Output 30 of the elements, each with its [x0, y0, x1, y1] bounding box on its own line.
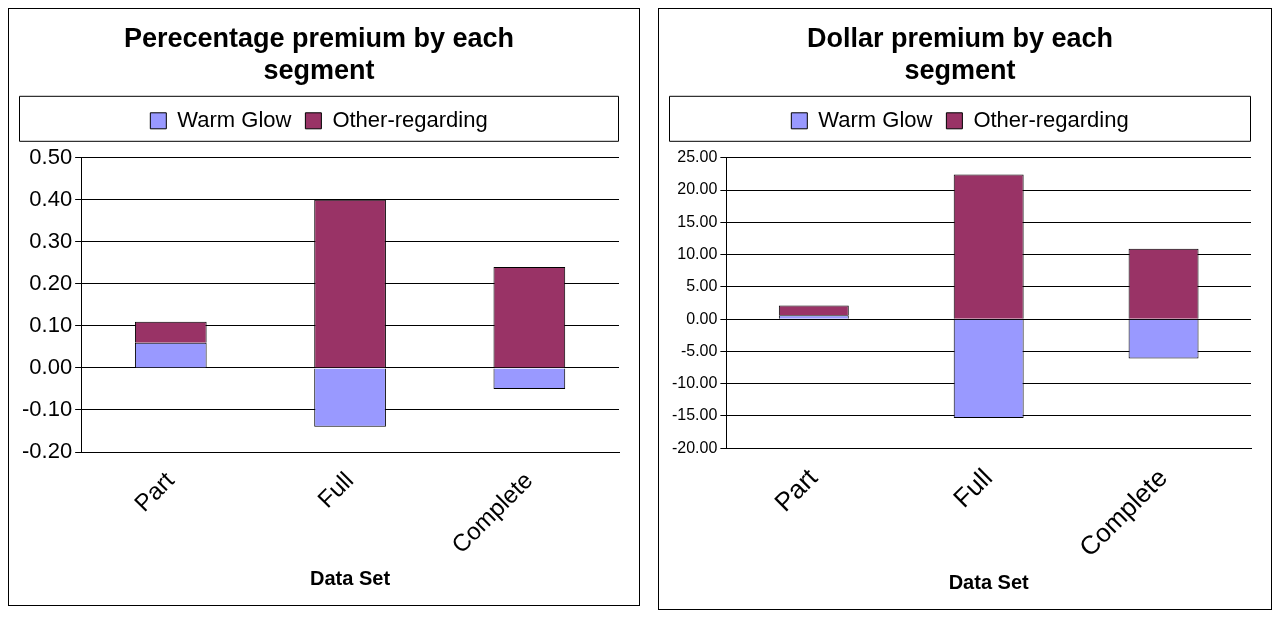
legend-label: Other-regarding [973, 106, 1129, 132]
y-tick-label: 0.00 [29, 354, 73, 380]
y-tick-label: 0.10 [29, 311, 73, 337]
y-tick-label: 0.40 [29, 185, 73, 211]
y-tick-label: 15.00 [677, 212, 718, 230]
x-tick-label: Part [768, 461, 824, 518]
y-tick-label: 0.30 [29, 227, 73, 253]
chart-title: Perecentage premium by each segment [123, 22, 515, 86]
y-tick-label: -15.00 [671, 406, 718, 424]
y-tick-label: 25.00 [677, 148, 718, 166]
y-tick-label: 20.00 [677, 180, 718, 198]
x-tick-label: Full [947, 462, 998, 514]
x-axis-title: Data Set [310, 566, 391, 589]
y-tick-label: 10.00 [677, 245, 718, 263]
y-tick-label: -20.00 [671, 438, 718, 456]
legend-label: Warm Glow [818, 106, 933, 132]
chart-title: Dollar premium by each segment [806, 22, 1114, 86]
y-tick-label: 0.00 [686, 309, 718, 327]
y-tick-label: 0.50 [29, 143, 73, 169]
y-tick-label: -0.10 [21, 396, 73, 422]
x-axis-title: Data Set [948, 570, 1030, 593]
legend-label: Warm Glow [177, 106, 292, 132]
y-tick-label: 5.00 [686, 277, 718, 295]
y-tick-label: -0.20 [21, 438, 73, 464]
x-tick-label: Part [128, 466, 180, 517]
legend-label: Other-regarding [332, 106, 488, 132]
y-tick-label: -10.00 [671, 374, 718, 392]
y-tick-label: 0.20 [29, 269, 73, 295]
y-tick-label: -5.00 [680, 341, 718, 359]
x-tick-label: Full [311, 466, 359, 513]
